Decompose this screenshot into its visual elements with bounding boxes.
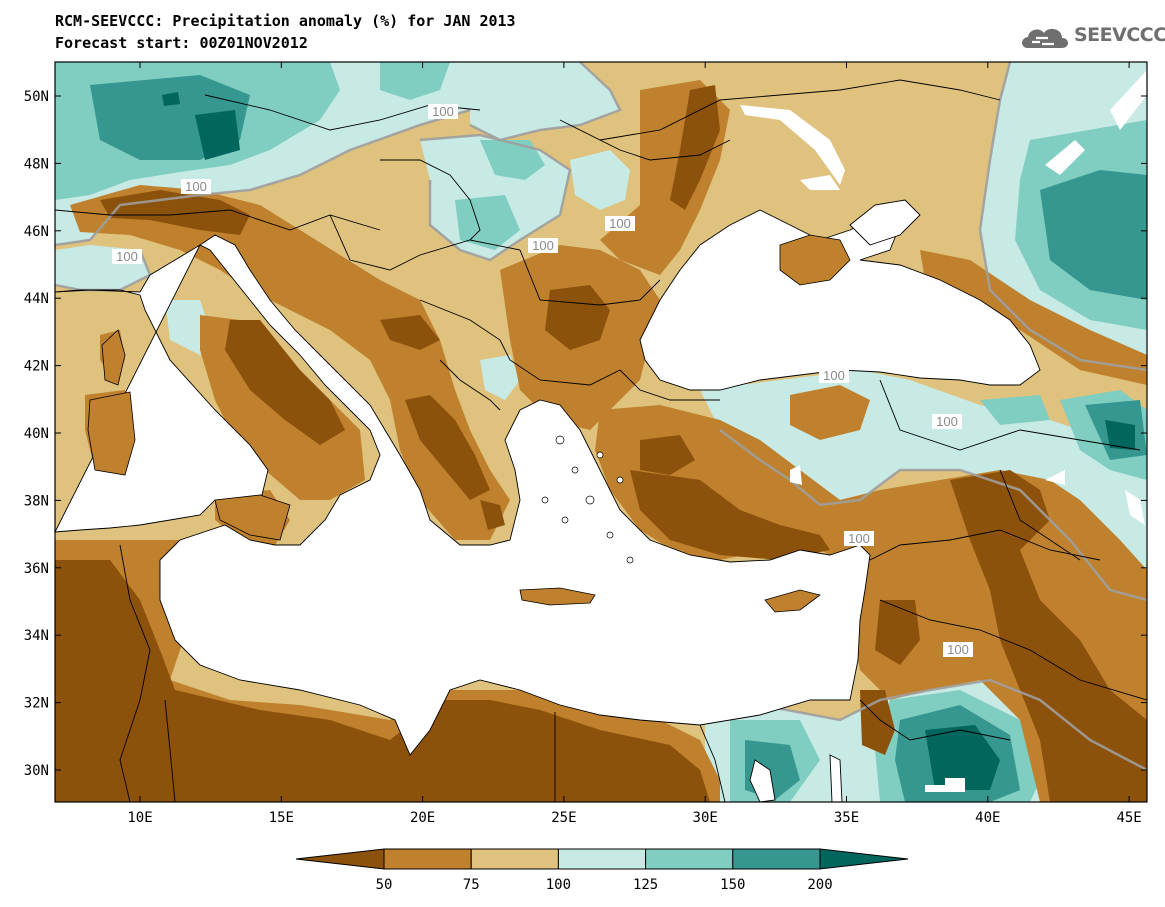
svg-text:100: 100 <box>848 531 870 546</box>
islands <box>87 234 851 613</box>
colorbar-label: 125 <box>633 877 658 893</box>
svg-text:100: 100 <box>936 414 958 429</box>
azov-sea <box>849 199 921 246</box>
crimea-peninsula <box>779 234 851 286</box>
lon-tick-label: 35E <box>834 810 859 826</box>
forecast-start-subtitle: Forecast start: 00Z01NOV2012 <box>55 34 308 52</box>
colorbar-segment <box>295 848 385 870</box>
colorbar-segment <box>383 848 472 870</box>
cyprus-island <box>764 589 821 613</box>
gulf-of-suez <box>749 759 776 802</box>
contour-label: 100 <box>932 414 962 429</box>
colorbar-label: 50 <box>376 877 393 893</box>
colorbar-segment <box>732 848 821 870</box>
crete-island <box>519 587 596 606</box>
lon-tick-label: 45E <box>1116 810 1141 826</box>
lon-tick-label: 40E <box>975 810 1000 826</box>
contour-label: 100 <box>181 179 211 194</box>
lat-tick-label: 38N <box>24 493 49 509</box>
colorbar-labels: 50 75 100 125 150 200 <box>376 877 833 893</box>
corsica-island <box>101 329 126 386</box>
colorbar-label: 100 <box>546 877 571 893</box>
sicily-island <box>214 494 291 541</box>
colorbar-label: 150 <box>720 877 745 893</box>
colorbar-segment <box>819 848 909 870</box>
lat-tick-label: 44N <box>24 291 49 307</box>
map-frame <box>54 61 1148 803</box>
seevccc-logo: SEEVCCC <box>1018 20 1165 56</box>
lon-tick-label: 20E <box>410 810 435 826</box>
lon-tick-label: 15E <box>269 810 294 826</box>
svg-text:100: 100 <box>432 104 454 119</box>
lat-tick-label: 36N <box>24 561 49 577</box>
lat-tick-label: 48N <box>24 156 49 172</box>
longitude-axis: 10E 15E 20E 25E 30E 35E 40E 45E <box>127 62 1142 826</box>
svg-text:100: 100 <box>823 368 845 383</box>
lat-tick-label: 46N <box>24 224 49 240</box>
lat-tick-label: 34N <box>24 628 49 644</box>
contour-label: 100 <box>112 249 142 264</box>
field-gt200 <box>162 92 1135 790</box>
contour-label: 100 <box>943 642 973 657</box>
field-lt50 <box>55 85 1147 802</box>
colorbar-label: 75 <box>463 877 480 893</box>
svg-text:100: 100 <box>185 179 207 194</box>
missing-data-patches <box>740 70 1147 792</box>
svg-text:100: 100 <box>947 642 969 657</box>
logo-text: SEEVCCC <box>1074 24 1165 46</box>
country-borders <box>55 79 1147 802</box>
lon-tick-label: 25E <box>551 810 576 826</box>
lat-tick-label: 42N <box>24 359 49 375</box>
lat-tick-label: 50N <box>24 89 49 105</box>
anomaly-field <box>55 62 1147 802</box>
contour-label: 100 <box>819 368 849 383</box>
latitude-axis: 50N 48N 46N 44N 42N 40N 38N 36N 34N 32N 30N <box>24 89 1147 779</box>
chart-title: RCM-SEEVCCC: Precipitation anomaly (%) f… <box>55 12 516 30</box>
svg-text:100: 100 <box>532 238 554 253</box>
lat-tick-label: 30N <box>24 763 49 779</box>
colorbar-segment <box>470 848 559 870</box>
black-sea <box>639 209 1041 391</box>
svg-text:100: 100 <box>609 216 631 231</box>
colorbar-segment <box>645 848 734 870</box>
aegean-islands <box>541 435 634 564</box>
contour-labels: 100 100 100 100 100 100 100 100 100 <box>112 104 973 657</box>
cloud-logo-icon <box>1022 28 1068 48</box>
sea-areas <box>55 199 1041 802</box>
contour-label: 100 <box>605 216 635 231</box>
contour-label: 100 <box>844 531 874 546</box>
lat-tick-label: 32N <box>24 696 49 712</box>
colorbar-segment <box>557 848 647 870</box>
gulf-of-aqaba <box>829 754 843 802</box>
contour-label: 100 <box>428 104 458 119</box>
lon-tick-label: 30E <box>693 810 718 826</box>
colorbar-label: 200 <box>807 877 832 893</box>
sardinia-island <box>87 391 136 476</box>
lat-tick-label: 40N <box>24 426 49 442</box>
lon-tick-label: 10E <box>127 810 152 826</box>
contour-label: 100 <box>528 238 558 253</box>
svg-text:100: 100 <box>116 249 138 264</box>
